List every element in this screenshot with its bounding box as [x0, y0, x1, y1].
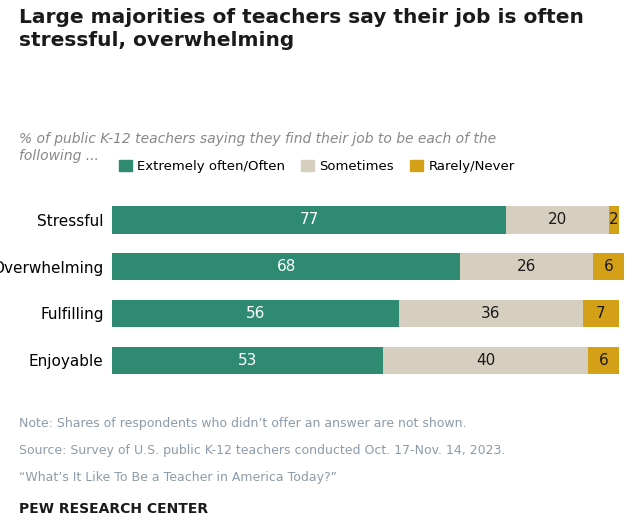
Text: % of public K-12 teachers saying they find their job to be each of the
following: % of public K-12 teachers saying they fi…	[19, 132, 497, 163]
Text: Source: Survey of U.S. public K-12 teachers conducted Oct. 17-Nov. 14, 2023.: Source: Survey of U.S. public K-12 teach…	[19, 444, 506, 457]
Bar	[593, 253, 624, 280]
Bar	[112, 300, 399, 327]
Bar	[112, 253, 460, 280]
Bar	[609, 206, 619, 234]
Text: 68: 68	[276, 259, 296, 274]
Bar	[112, 347, 383, 374]
Text: Large majorities of teachers say their job is often
stressful, overwhelming: Large majorities of teachers say their j…	[19, 8, 584, 50]
Bar	[399, 300, 583, 327]
Text: “What’s It Like To Be a Teacher in America Today?”: “What’s It Like To Be a Teacher in Ameri…	[19, 471, 337, 484]
Text: 40: 40	[476, 353, 495, 368]
Text: 6: 6	[604, 259, 614, 274]
Text: 77: 77	[300, 212, 319, 227]
Text: 7: 7	[596, 306, 606, 321]
Bar	[460, 253, 593, 280]
Bar	[506, 206, 609, 234]
Text: 6: 6	[598, 353, 609, 368]
Text: 20: 20	[548, 212, 567, 227]
Text: 56: 56	[246, 306, 265, 321]
Text: 2: 2	[609, 212, 619, 227]
Bar	[383, 347, 588, 374]
Bar	[112, 206, 506, 234]
Text: 53: 53	[238, 353, 257, 368]
Bar	[588, 347, 619, 374]
Legend: Extremely often/Often, Sometimes, Rarely/Never: Extremely often/Often, Sometimes, Rarely…	[113, 154, 520, 178]
Text: Note: Shares of respondents who didn’t offer an answer are not shown.: Note: Shares of respondents who didn’t o…	[19, 417, 467, 430]
Bar	[583, 300, 619, 327]
Text: 36: 36	[481, 306, 500, 321]
Text: 26: 26	[517, 259, 536, 274]
Text: PEW RESEARCH CENTER: PEW RESEARCH CENTER	[19, 502, 209, 516]
